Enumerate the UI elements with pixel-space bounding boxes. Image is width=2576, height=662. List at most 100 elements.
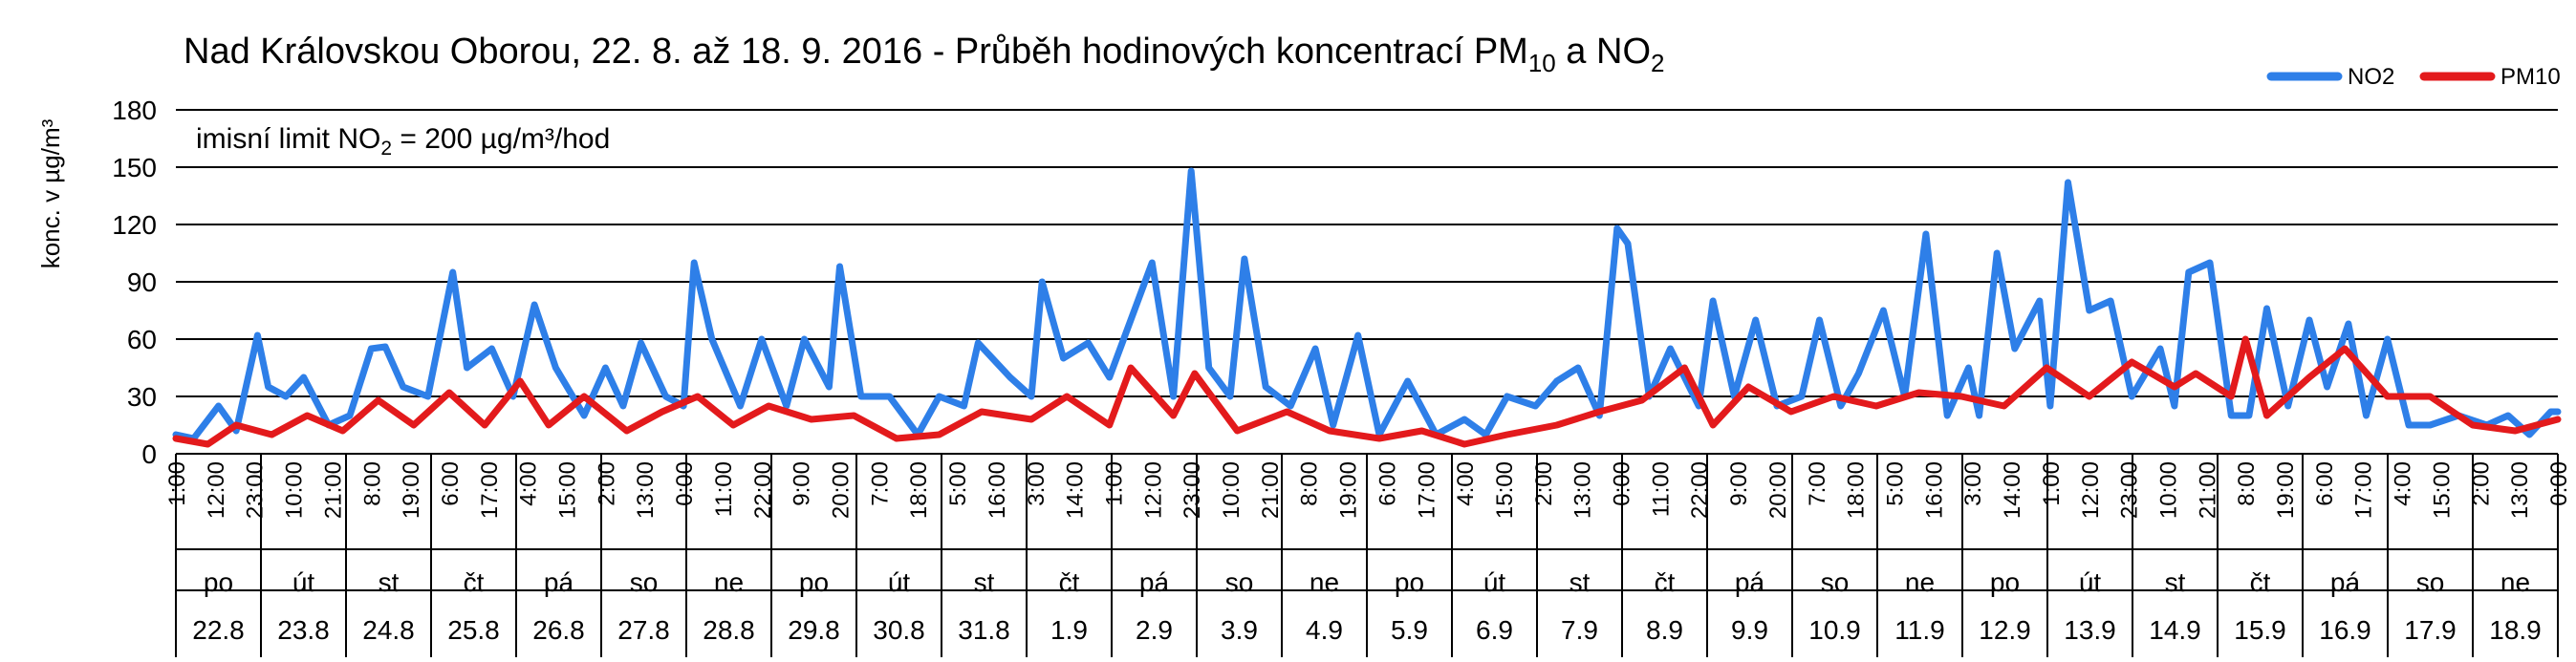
x-tick-label: 20:00 — [1765, 461, 1791, 519]
date-label: 10.9 — [1808, 615, 1861, 645]
x-tick-label: 1:00 — [1102, 461, 1128, 506]
x-tick-label: 0:00 — [672, 461, 698, 506]
date-label: 18.9 — [2489, 615, 2542, 645]
day-of-week-label: út — [1483, 567, 1506, 597]
day-of-week-label: so — [1225, 567, 1254, 597]
x-tick-label: 16:00 — [1921, 461, 1947, 519]
x-tick-label: 16:00 — [985, 461, 1010, 519]
x-tick-label: 12:00 — [204, 461, 229, 519]
day-of-week-label: čt — [1059, 567, 1080, 597]
y-tick-label-30: 30 — [127, 382, 157, 412]
x-tick-label: 22:00 — [1687, 461, 1713, 519]
x-tick-label: 1:00 — [2039, 461, 2065, 506]
day-of-week-label: pá — [1735, 567, 1765, 597]
date-label: 15.9 — [2234, 615, 2286, 645]
chart-title: Nad Královskou Oborou, 22. 8. až 18. 9. … — [184, 32, 1664, 77]
day-of-week-label: so — [1821, 567, 1850, 597]
chart-title-sub-2: 2 — [1651, 49, 1664, 77]
x-tick-label: 13:00 — [1570, 461, 1596, 519]
x-tick-label: 5:00 — [1883, 461, 1909, 506]
date-label: 29.8 — [788, 615, 840, 645]
day-of-week-label: pá — [1139, 567, 1170, 597]
date-label: 23.8 — [277, 615, 330, 645]
y-tick-label-90: 90 — [127, 267, 157, 297]
date-label: 14.9 — [2149, 615, 2201, 645]
day-of-week-label: st — [1569, 567, 1591, 597]
date-label: 3.9 — [1221, 615, 1258, 645]
legend-label-no2: NO2 — [2348, 64, 2394, 90]
day-of-week-label: út — [292, 567, 315, 597]
x-tick-label: 4:00 — [2391, 461, 2416, 506]
y-tick-labels: 0 30 60 90 120 150 180 — [112, 96, 157, 469]
x-tick-label: 23:00 — [2117, 461, 2143, 519]
x-tick-label: 23:00 — [243, 461, 269, 519]
date-label: 28.8 — [703, 615, 755, 645]
day-of-week-label: so — [2416, 567, 2445, 597]
day-of-week-label: út — [2079, 567, 2102, 597]
x-tick-label: 0:00 — [2546, 461, 2572, 506]
date-label: 4.9 — [1306, 615, 1343, 645]
day-of-week-label: čt — [464, 567, 485, 597]
x-tick-label: 1:00 — [164, 461, 190, 506]
x-tick-label: 12:00 — [2078, 461, 2104, 519]
x-tick-label: 8:00 — [2234, 461, 2260, 506]
x-tick-label: 19:00 — [1336, 461, 1362, 519]
day-of-week-label: st — [974, 567, 995, 597]
date-label: 12.9 — [1979, 615, 2031, 645]
date-label: 8.9 — [1646, 615, 1683, 645]
x-tick-label: 13:00 — [633, 461, 659, 519]
x-tick-label: 3:00 — [1960, 461, 1986, 506]
x-tick-label: 19:00 — [2273, 461, 2299, 519]
day-of-week-label: so — [630, 567, 659, 597]
chart-title-sub-1: 10 — [1528, 49, 1556, 77]
y-tick-label-180: 180 — [112, 96, 157, 125]
x-tick-label: 11:00 — [1648, 461, 1674, 517]
legend-label-pm10: PM10 — [2500, 64, 2561, 90]
series-lines — [172, 167, 2562, 448]
date-label: 16.9 — [2319, 615, 2371, 645]
day-of-week-label: po — [1395, 567, 1424, 597]
x-tick-label: 7:00 — [1805, 461, 1830, 506]
day-of-week-label: po — [204, 567, 233, 597]
y-axis-label: konc. v µg/m³ — [36, 118, 65, 268]
x-tick-label: 21:00 — [1258, 461, 1284, 519]
x-tick-label: 4:00 — [1453, 461, 1479, 506]
day-of-week-label: ne — [2500, 567, 2530, 597]
date-label: 7.9 — [1561, 615, 1598, 645]
day-of-week-label: út — [888, 567, 911, 597]
x-tick-label: 15:00 — [1492, 461, 1518, 519]
x-tick-label: 2:00 — [594, 461, 619, 506]
x-tick-label: 7:00 — [867, 461, 893, 506]
date-label: 25.8 — [447, 615, 500, 645]
x-tick-label: 13:00 — [2507, 461, 2533, 519]
date-label: 31.8 — [958, 615, 1010, 645]
limit-annotation-sub: 2 — [380, 138, 392, 160]
x-tick-label: 21:00 — [2195, 461, 2220, 519]
x-tick-label: 8:00 — [1297, 461, 1323, 506]
date-label: 27.8 — [617, 615, 670, 645]
y-tick-label-150: 150 — [112, 153, 157, 182]
date-label: 22.8 — [192, 615, 245, 645]
day-of-week-label: po — [799, 567, 829, 597]
x-tick-label: 3:00 — [1024, 461, 1050, 506]
x-tick-label: 17:00 — [1414, 461, 1440, 519]
legend: NO2 PM10 — [2266, 64, 2561, 90]
series-line-pm10 — [172, 335, 2562, 448]
date-label: 13.9 — [2064, 615, 2116, 645]
day-of-week-label: st — [379, 567, 400, 597]
chart-title-main: Nad Královskou Oborou, 22. 8. až 18. 9. … — [184, 32, 1528, 72]
x-tick-label: 6:00 — [438, 461, 464, 506]
day-of-week-label: ne — [1905, 567, 1935, 597]
x-tick-label: 15:00 — [555, 461, 581, 519]
y-tick-label-120: 120 — [112, 210, 157, 240]
x-tick-label: 14:00 — [1063, 461, 1089, 519]
x-tick-label: 9:00 — [790, 461, 815, 506]
day-of-week-label: čt — [2250, 567, 2271, 597]
limit-annotation-post: = 200 µg/m³/hod — [392, 123, 610, 155]
x-tick-label: 23:00 — [1180, 461, 1205, 519]
x-tick-label: 6:00 — [1375, 461, 1400, 506]
limit-annotation: imisní limit NO2 = 200 µg/m³/hod — [196, 123, 610, 160]
x-tick-label: 11:00 — [711, 461, 737, 517]
x-tick-label: 18:00 — [906, 461, 932, 519]
